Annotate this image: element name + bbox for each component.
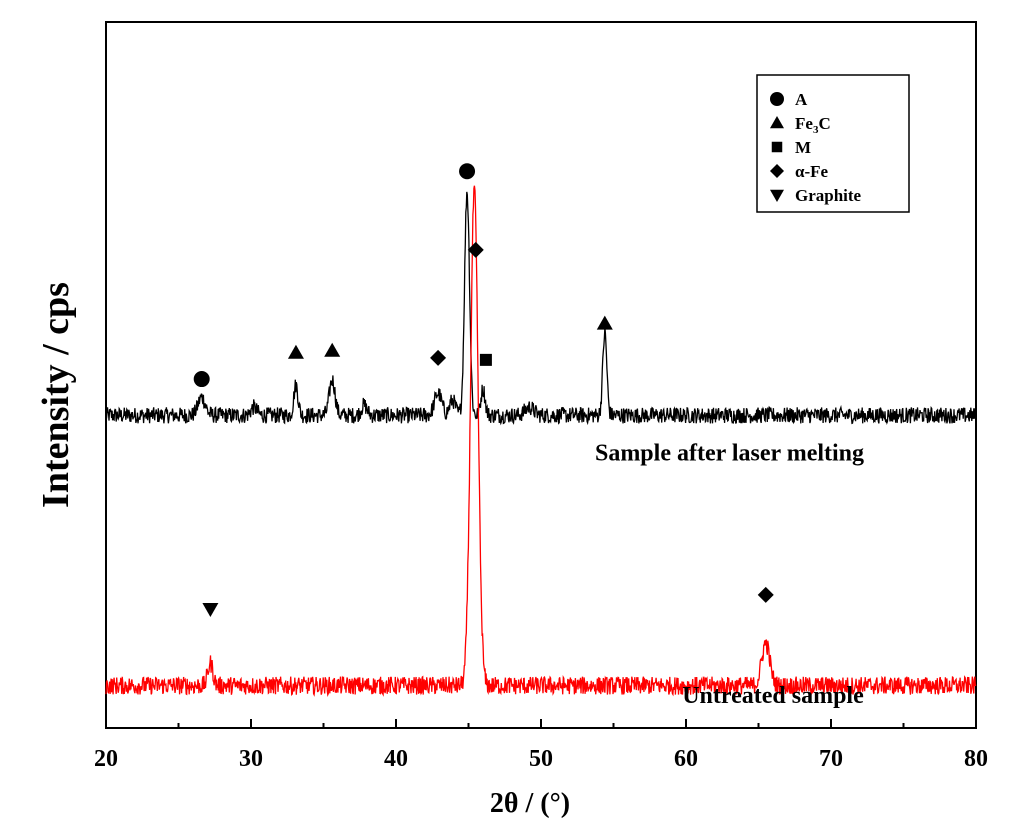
triangle-down-marker [202,602,219,617]
x-axis-label: 2θ / (°) [490,788,570,819]
triangle-up-marker [324,342,341,357]
legend-label: Fe3C [795,114,831,136]
series-layer [105,185,977,697]
circle-marker [770,92,784,106]
legend-label: M [795,138,811,157]
square-marker [479,353,492,366]
triangle-up-marker [770,116,784,129]
triangle-down-marker [770,189,784,202]
x-tick-label: 40 [384,746,408,772]
legend: A Fe3C Mα-Fe Graphite [756,74,910,213]
series-annotation-0: Sample after laser melting [595,441,864,467]
diamond-marker [467,241,484,258]
diamond-marker [430,349,447,366]
x-tick-label: 60 [674,746,698,772]
square-marker [771,141,783,153]
x-axis-ticks: 20 30 40 50 60 70 80 [94,719,988,772]
y-axis-label: Intensity / cps [35,282,77,508]
peak-marker-layer [193,163,774,617]
annotation-layer: Sample after laser melting Untreated samp… [595,441,864,709]
x-tick-label: 50 [529,746,553,772]
circle-marker [459,163,476,180]
diamond-marker [757,586,774,603]
x-tick-label: 30 [239,746,263,772]
series-annotation-1: Untreated sample [682,683,864,709]
x-tick-label: 20 [94,746,118,772]
triangle-up-marker [596,315,613,330]
circle-marker [193,371,210,388]
x-tick-label: 70 [819,746,843,772]
legend-label: Graphite [795,186,862,205]
legend-label: α-Fe [795,162,829,181]
x-tick-label: 80 [964,746,988,772]
series-line-1 [105,185,977,697]
diamond-marker [770,164,784,178]
triangle-up-marker [287,344,304,359]
legend-label: A [795,90,808,109]
series-line-0 [105,191,977,426]
